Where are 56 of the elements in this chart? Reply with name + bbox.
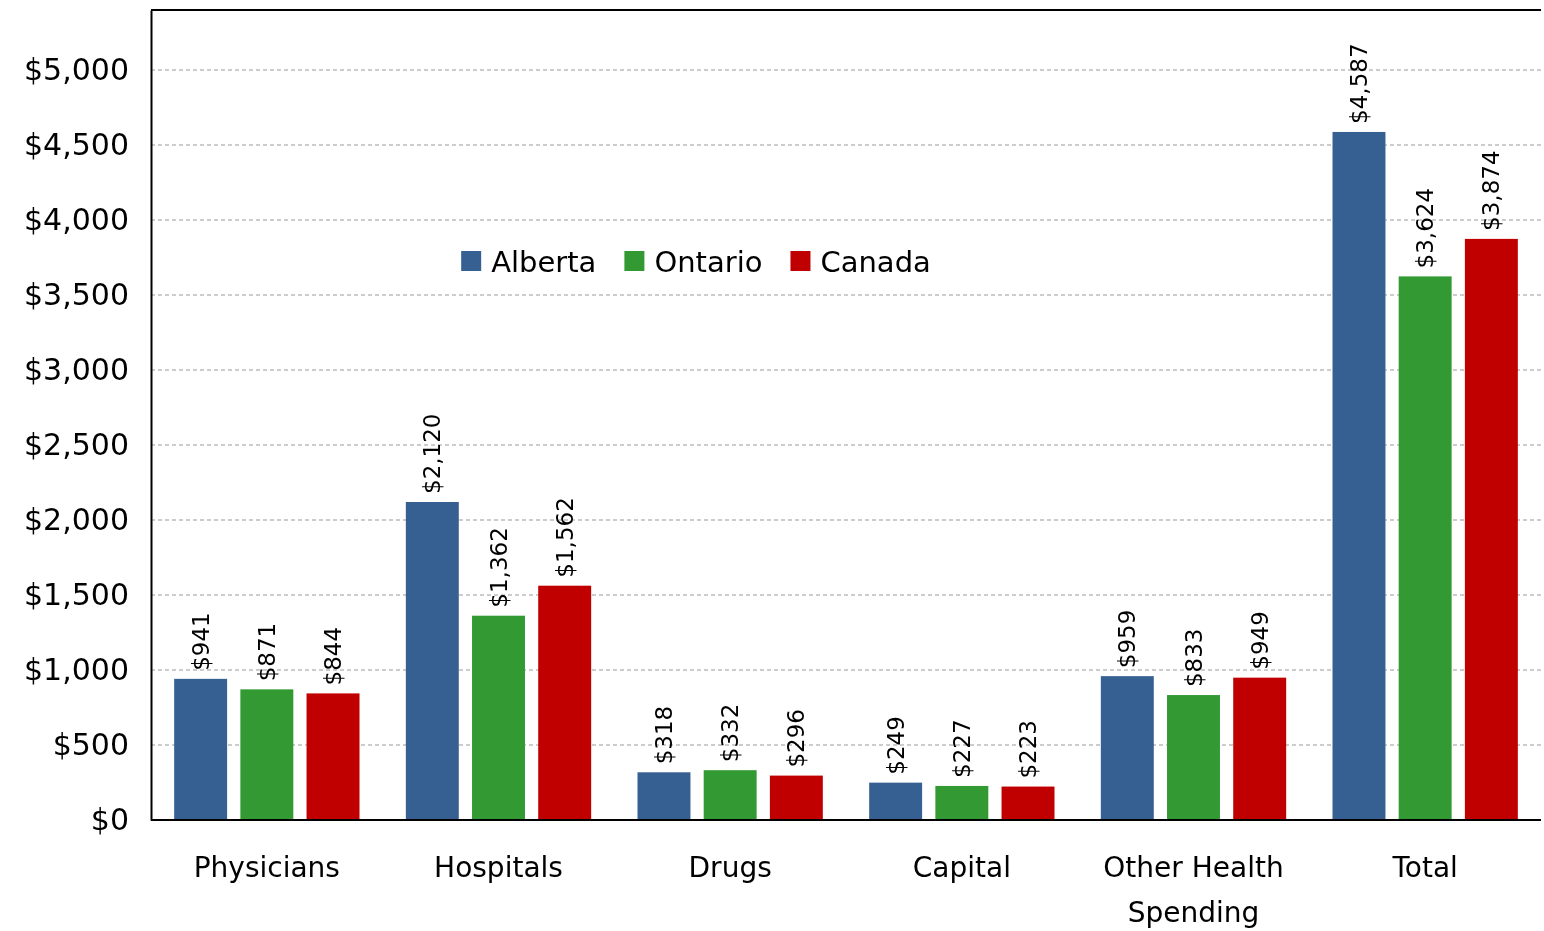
y-tick-label: $3,000 xyxy=(24,352,129,388)
data-label: $4,587 xyxy=(1345,43,1372,124)
bar xyxy=(935,785,989,820)
legend-label: Canada xyxy=(820,245,931,279)
y-tick-label: $500 xyxy=(52,727,129,763)
y-tick-label: $4,000 xyxy=(24,202,129,238)
x-tick-label: Total xyxy=(1391,851,1458,884)
data-label: $2,120 xyxy=(419,413,446,494)
data-label: $1,362 xyxy=(485,527,512,608)
bar xyxy=(306,693,360,820)
y-tick-label: $4,500 xyxy=(24,127,129,163)
data-label: $318 xyxy=(650,705,677,765)
y-tick-label: $2,500 xyxy=(24,427,129,463)
bar xyxy=(769,775,823,820)
bar xyxy=(1100,676,1154,820)
data-label: $959 xyxy=(1114,609,1141,669)
data-label: $3,874 xyxy=(1478,150,1505,231)
bar xyxy=(240,689,294,820)
data-label: $249 xyxy=(882,716,909,775)
bar xyxy=(1398,276,1452,820)
bar xyxy=(1332,131,1386,820)
bar xyxy=(472,615,525,820)
y-tick-label: $3,500 xyxy=(24,277,129,313)
data-label: $949 xyxy=(1246,611,1273,670)
bar xyxy=(1001,786,1055,820)
data-label: $844 xyxy=(320,626,347,686)
bar xyxy=(405,502,459,820)
x-tick-label: Hospitals xyxy=(434,851,563,884)
x-tick-label: Other Health Spending xyxy=(1103,851,1284,929)
bar xyxy=(538,585,592,820)
data-label: $3,624 xyxy=(1412,187,1439,269)
data-label: $332 xyxy=(717,703,744,763)
x-tick-label: Physicians xyxy=(193,851,340,884)
data-label: $941 xyxy=(187,612,214,671)
data-label: $227 xyxy=(948,719,975,778)
y-tick-label: $0 xyxy=(90,802,129,838)
data-label: $1,562 xyxy=(551,497,578,578)
x-tick-label: Drugs xyxy=(688,851,772,884)
data-label: $296 xyxy=(783,709,810,768)
bar xyxy=(703,770,757,820)
y-tick-label: $1,000 xyxy=(24,652,129,688)
bar xyxy=(637,772,691,820)
y-tick-label: $1,500 xyxy=(24,577,129,613)
legend-label: Ontario xyxy=(654,245,763,279)
y-tick-label: $2,000 xyxy=(24,502,129,538)
legend-label: Alberta xyxy=(491,245,597,279)
x-tick-label: Capital xyxy=(912,851,1011,884)
bar xyxy=(1167,695,1220,820)
bar xyxy=(174,678,228,820)
bar xyxy=(1233,677,1287,820)
y-tick-label: $5,000 xyxy=(24,52,129,88)
data-label: $833 xyxy=(1180,628,1207,688)
bar xyxy=(869,782,923,820)
data-label: $223 xyxy=(1015,720,1042,779)
data-label: $871 xyxy=(253,622,280,682)
bar xyxy=(1464,238,1518,820)
